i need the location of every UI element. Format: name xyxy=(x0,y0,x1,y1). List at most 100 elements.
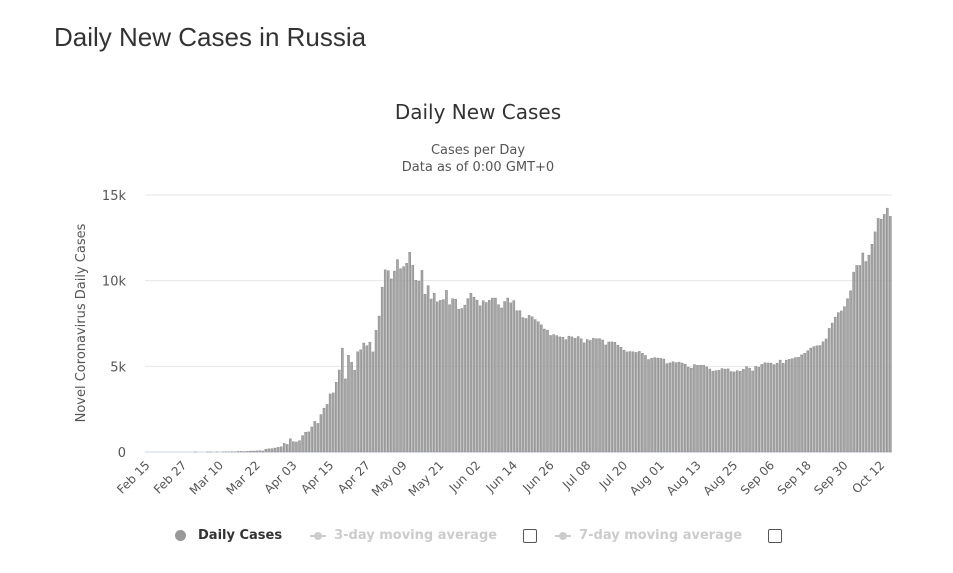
bar[interactable] xyxy=(837,312,840,453)
bar[interactable] xyxy=(402,266,405,453)
bar[interactable] xyxy=(359,349,363,453)
bar[interactable] xyxy=(426,285,430,453)
bar[interactable] xyxy=(417,280,421,453)
bar[interactable] xyxy=(833,316,837,453)
bar[interactable] xyxy=(463,304,467,453)
bar[interactable] xyxy=(350,362,353,453)
bar[interactable] xyxy=(267,448,271,453)
bar[interactable] xyxy=(292,441,295,453)
bar[interactable] xyxy=(469,292,473,453)
bar[interactable] xyxy=(760,364,764,453)
bar[interactable] xyxy=(423,294,427,453)
bar[interactable] xyxy=(830,322,834,453)
bar[interactable] xyxy=(729,371,733,453)
bar[interactable] xyxy=(662,358,666,453)
bar[interactable] xyxy=(344,378,347,453)
bar[interactable] xyxy=(322,407,326,453)
bar[interactable] xyxy=(582,342,586,453)
bar[interactable] xyxy=(843,306,846,453)
bar[interactable] xyxy=(478,305,482,453)
bar[interactable] xyxy=(711,370,715,453)
bar[interactable] xyxy=(638,351,641,453)
bar[interactable] xyxy=(748,367,751,453)
bar[interactable] xyxy=(665,363,669,453)
bar[interactable] xyxy=(797,357,800,453)
bar[interactable] xyxy=(687,367,690,453)
bar[interactable] xyxy=(316,423,320,453)
bar[interactable] xyxy=(791,358,794,453)
bar[interactable] xyxy=(788,359,791,453)
bar[interactable] xyxy=(846,298,849,453)
bar[interactable] xyxy=(252,450,255,453)
bar[interactable] xyxy=(362,342,366,453)
bar[interactable] xyxy=(491,297,494,453)
bar[interactable] xyxy=(886,207,889,453)
bar[interactable] xyxy=(334,382,338,453)
bar[interactable] xyxy=(809,347,813,453)
bar[interactable] xyxy=(353,369,356,453)
bar[interactable] xyxy=(285,444,289,453)
bar[interactable] xyxy=(720,368,724,453)
bar[interactable] xyxy=(586,339,589,453)
bar[interactable] xyxy=(668,362,672,453)
bar[interactable] xyxy=(451,298,454,453)
bar[interactable] xyxy=(543,328,546,453)
bar[interactable] xyxy=(411,265,415,453)
bar[interactable] xyxy=(677,361,681,453)
bar[interactable] xyxy=(769,362,773,453)
bar[interactable] xyxy=(592,338,595,453)
bar[interactable] xyxy=(598,338,601,453)
bar[interactable] xyxy=(604,344,607,453)
bar[interactable] xyxy=(855,265,858,453)
bar[interactable] xyxy=(240,451,243,453)
bar[interactable] xyxy=(631,351,635,453)
bar[interactable] xyxy=(806,350,809,453)
bar[interactable] xyxy=(399,268,402,453)
bar[interactable] xyxy=(255,450,258,453)
bar[interactable] xyxy=(726,368,730,453)
bar[interactable] xyxy=(763,362,767,453)
bar[interactable] xyxy=(258,450,261,453)
bar[interactable] xyxy=(494,297,497,453)
bar[interactable] xyxy=(564,339,568,453)
bar[interactable] xyxy=(371,351,375,453)
bar[interactable] xyxy=(454,299,457,453)
bar[interactable] xyxy=(298,440,301,453)
bar[interactable] xyxy=(732,371,736,453)
bar[interactable] xyxy=(824,338,828,453)
bar[interactable] xyxy=(772,364,776,453)
bar[interactable] xyxy=(466,298,470,453)
bar[interactable] xyxy=(472,296,476,453)
bar[interactable] xyxy=(328,393,332,453)
bar[interactable] xyxy=(270,448,274,453)
bar[interactable] xyxy=(595,338,598,453)
bar[interactable] xyxy=(601,339,604,453)
bar[interactable] xyxy=(276,447,280,453)
bar[interactable] xyxy=(634,352,638,453)
bar[interactable] xyxy=(714,370,718,453)
bar[interactable] xyxy=(690,367,693,453)
bar[interactable] xyxy=(445,290,448,453)
bar[interactable] xyxy=(849,290,852,453)
legend-item-daily-cases[interactable]: Daily Cases xyxy=(175,528,282,543)
bar[interactable] xyxy=(567,335,571,453)
bar[interactable] xyxy=(702,365,705,453)
bar[interactable] xyxy=(282,443,286,453)
bar[interactable] xyxy=(610,341,614,453)
bar[interactable] xyxy=(742,369,745,453)
bar[interactable] xyxy=(261,450,265,453)
bar[interactable] xyxy=(555,335,558,453)
bar[interactable] xyxy=(481,300,485,453)
bar[interactable] xyxy=(506,297,509,453)
bar[interactable] xyxy=(518,310,522,453)
bar[interactable] xyxy=(613,341,617,453)
bar[interactable] xyxy=(736,370,739,453)
bar[interactable] xyxy=(380,286,384,453)
bar[interactable] xyxy=(815,345,819,453)
bar[interactable] xyxy=(861,252,865,453)
bar[interactable] xyxy=(396,259,399,453)
bar[interactable] xyxy=(867,254,871,453)
bar[interactable] xyxy=(852,271,855,453)
bar[interactable] xyxy=(390,278,393,453)
bar[interactable] xyxy=(408,252,411,453)
